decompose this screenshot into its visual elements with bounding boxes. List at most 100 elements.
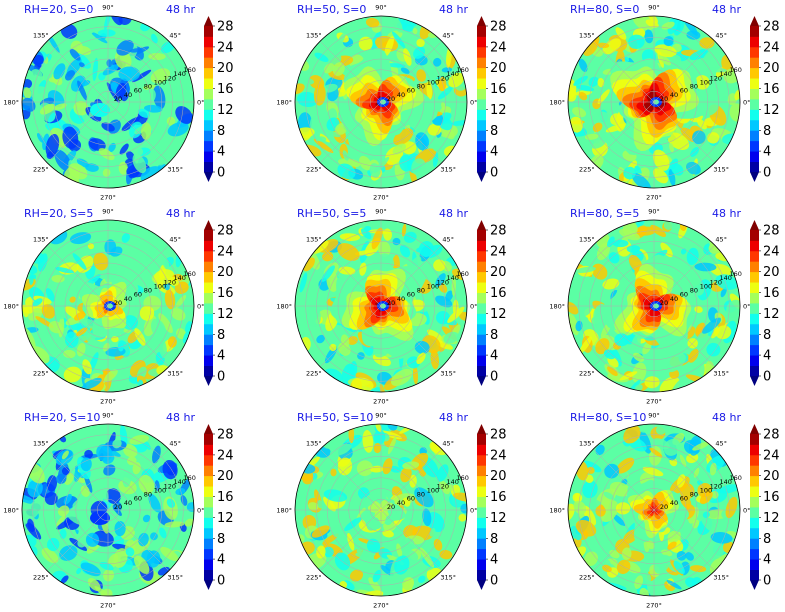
field-blob [365,17,380,28]
radial-tick-label: 100 [700,282,712,290]
field-blob [324,129,341,138]
angular-gridline [653,41,715,103]
colorbar-band [204,365,213,377]
field-blob [175,106,193,124]
field-blob [118,66,140,82]
chart-panel: 0° 45° 90° 135° 180° 225° 270° 315° 20 40 60 80 100 1… [546,408,785,612]
field-blob [718,484,740,494]
field-blob [412,365,419,385]
field-blob [329,443,352,457]
chart-panel: 0° 45° 90° 135° 180° 225° 270° 315° 20 40 60 80 100 1… [273,0,535,204]
colorbar-extend-max [477,424,486,434]
radial-tick-label: 140 [174,274,186,282]
field-blob [139,305,155,321]
field-blob [146,550,161,568]
field-blob [132,462,141,475]
panel-title: RH=80, S=5 [570,207,640,220]
field-blob [602,38,622,55]
field-blob [314,52,329,62]
field-blob [707,132,720,144]
angular-gridline [47,509,109,571]
angular-tick-label: 315° [713,166,729,174]
colorbar-band [750,119,759,131]
field-blob [46,537,60,552]
field-blob [576,85,595,92]
colorbar-band [477,161,486,173]
field-blob [433,57,442,67]
field-blob [725,496,738,519]
field-blob [614,333,630,347]
field-blob [710,532,733,544]
field-blob [591,263,608,280]
field-blob [615,27,627,40]
colorbar: 0 4 8 12 16 20 24 28 [204,424,234,590]
colorbar-band [204,261,213,273]
field-blob [612,513,626,527]
angular-gridline [107,509,169,571]
polar-grid [294,423,468,597]
field-blob [148,52,166,61]
field-blob [80,17,98,34]
colorbar-band [477,240,486,252]
field-blob [323,496,336,512]
field-blob [347,336,358,345]
field-blob [654,554,671,574]
radial-tick-label: 160 [457,66,469,74]
angular-tick-label: 90° [102,412,114,420]
field-blob [162,459,178,480]
radial-tick-label: 20 [387,95,395,103]
angular-tick-label: 45° [715,439,727,447]
angular-tick-label: 270° [646,602,662,610]
field-blob [104,16,111,30]
colorbar-band [477,486,486,497]
field-blob [125,547,135,557]
radial-tick-label: 20 [114,503,122,511]
colorbar-band [204,323,213,335]
field-blob [142,514,151,523]
field-blob [181,81,192,97]
radial-tick-label: 20 [114,95,122,103]
angular-gridline [320,245,382,307]
colorbar-tick-label: 0 [490,166,498,181]
field-blob [661,549,673,557]
field-blob [48,321,64,334]
angular-gridline [107,305,169,367]
field-blob [313,84,326,106]
field-blob [448,72,465,88]
field-blob [144,104,163,113]
field-blob [87,243,95,250]
field-blob [437,86,453,100]
field-blob [688,435,702,456]
colorbar-band [204,26,213,37]
field-blob [649,447,663,458]
radial-tick-label: 100 [427,78,439,86]
colorbar-band [204,344,213,356]
colorbar-band [750,57,759,69]
field-blob [151,318,167,341]
field-blob [317,499,323,509]
field-blob [121,232,130,243]
angular-tick-label: 45° [169,31,181,39]
angular-gridline [380,509,442,571]
colorbar-tick-label: 20 [217,61,234,76]
angular-tick-label: 315° [167,370,183,378]
colorbar-extend-max [750,16,759,26]
field-blob [69,296,76,303]
colorbar-tick-label: 12 [490,307,507,322]
radial-tick-label: 40 [397,295,405,303]
field-blob [604,463,620,479]
field-blob [416,38,425,48]
field-blob [334,552,351,571]
field-blob [67,513,84,526]
colorbar-band [750,303,759,314]
colorbar-tick-label: 16 [490,286,507,301]
radial-tick-label: 40 [670,499,678,507]
colorbar-band [477,548,486,560]
field-blob [298,112,312,133]
radial-tick-label: 20 [387,503,395,511]
colorbar-band [750,99,759,110]
field-blob [313,138,334,154]
colorbar-tick-label: 28 [763,224,780,239]
field-blob [321,265,335,282]
colorbar-tick-label: 4 [763,553,771,568]
